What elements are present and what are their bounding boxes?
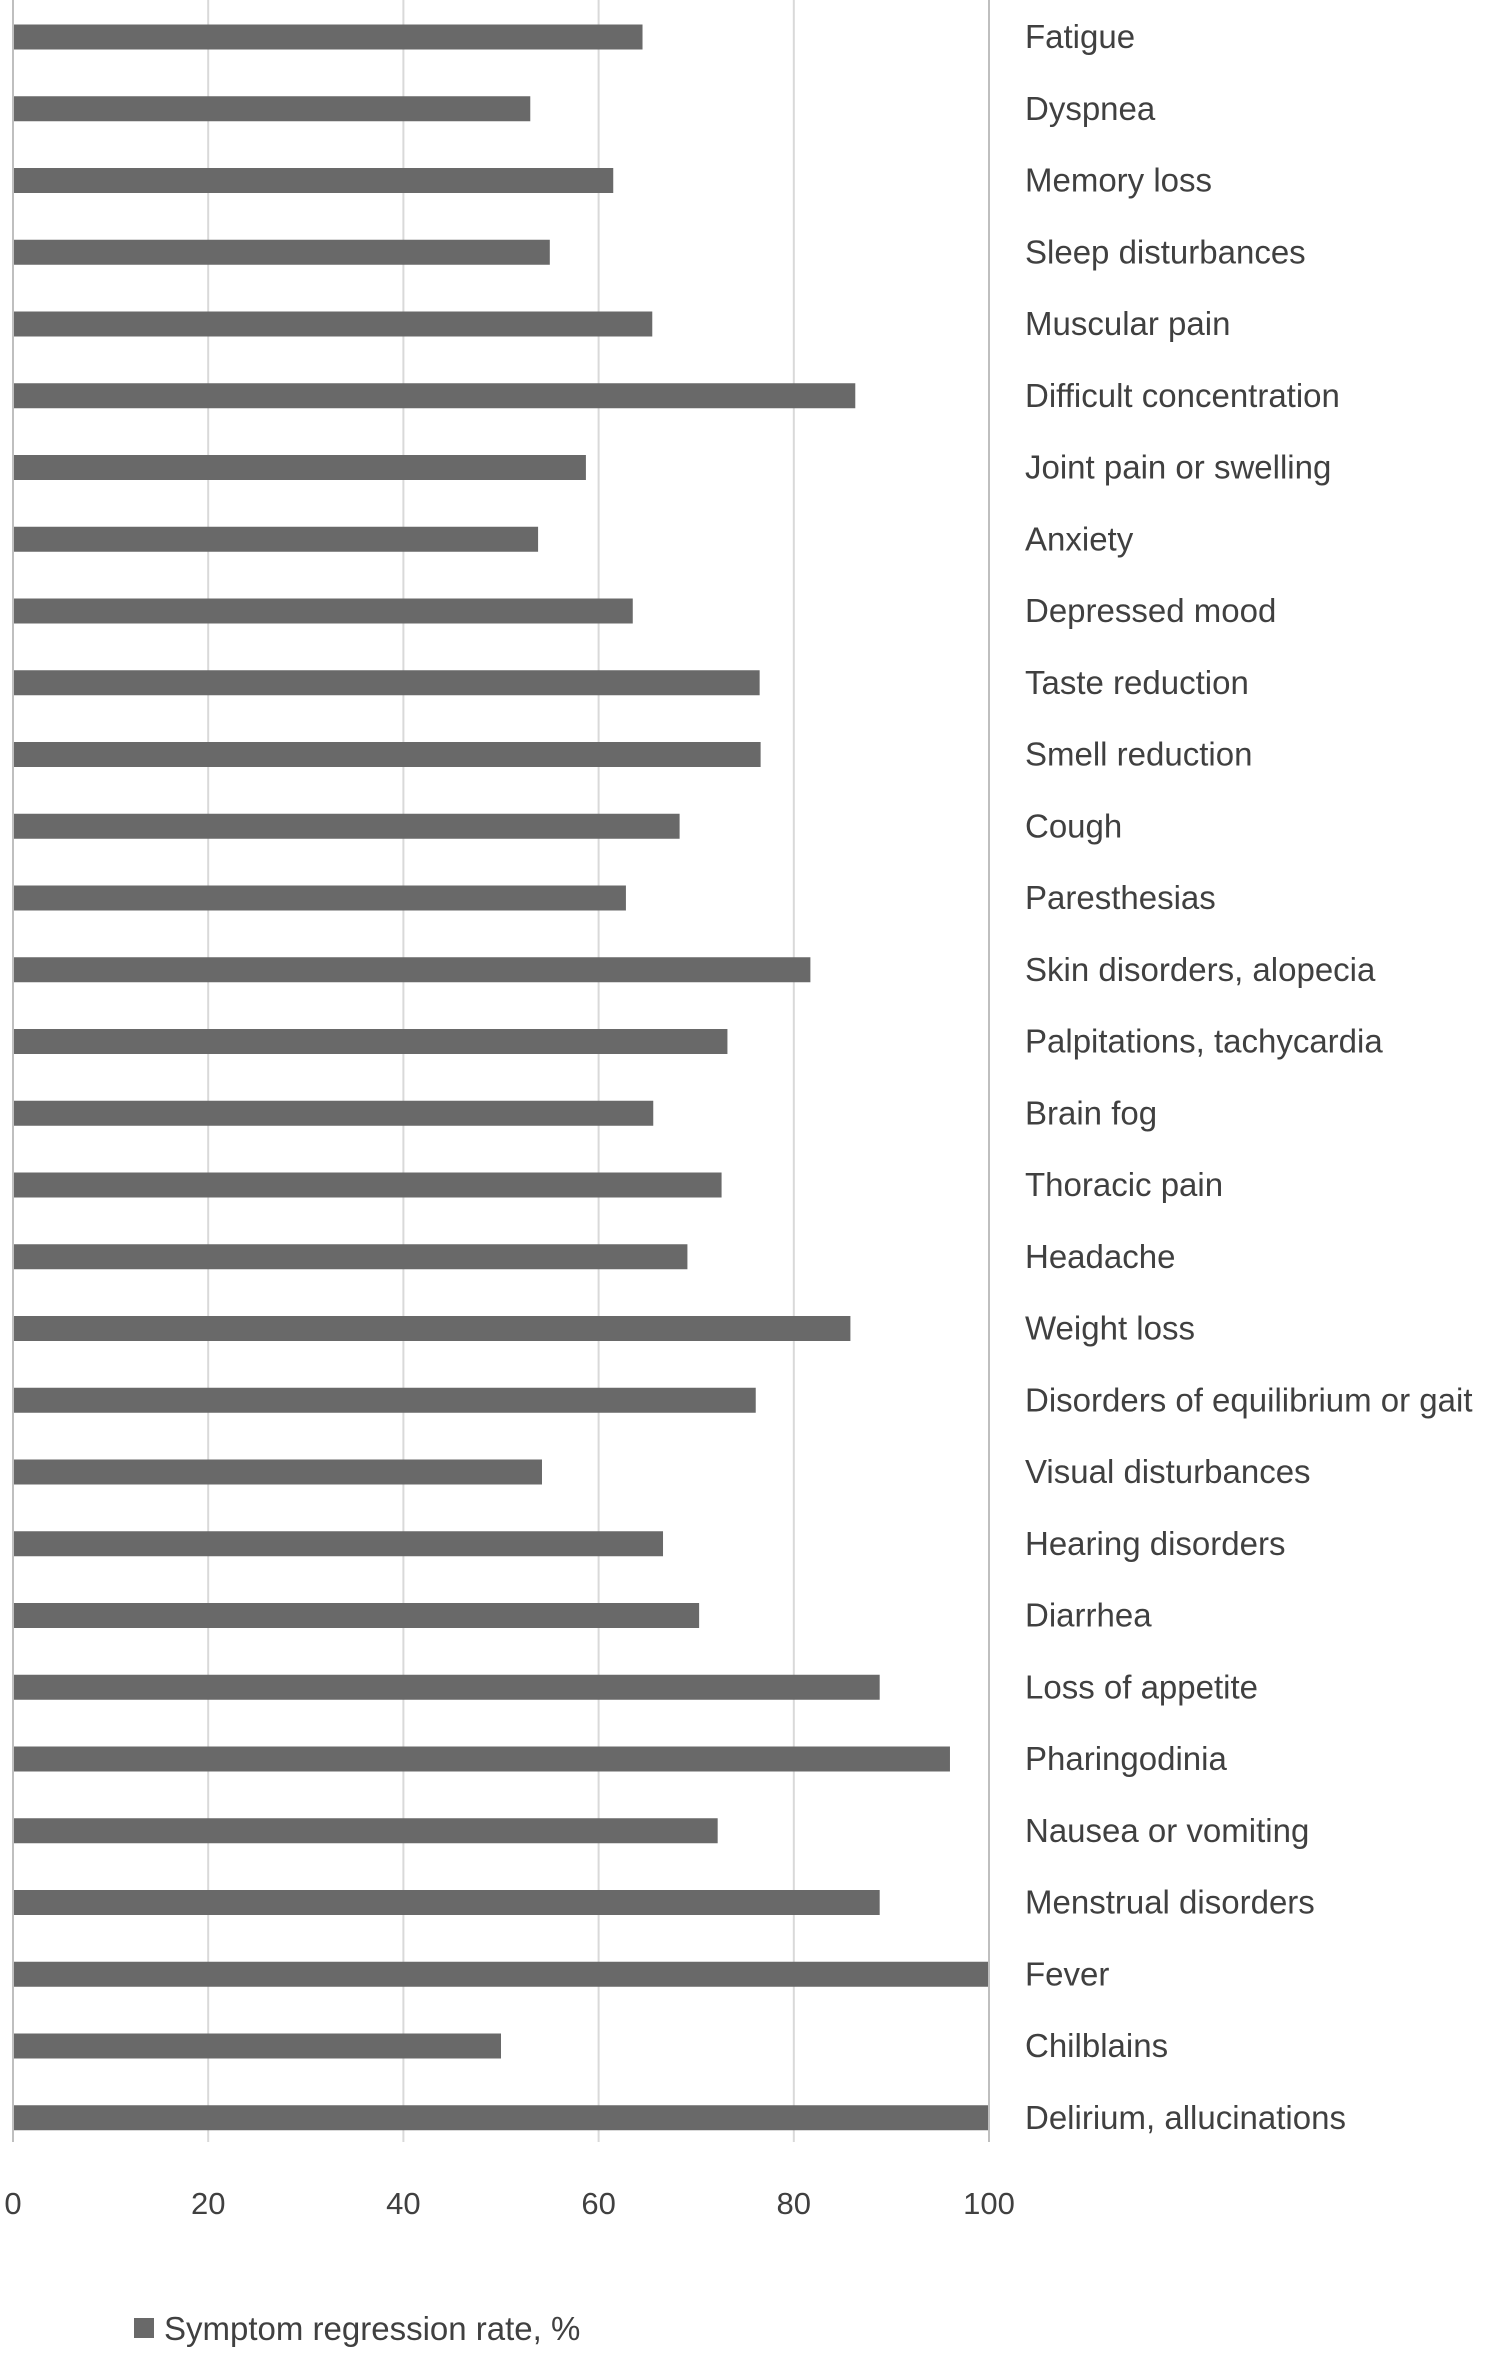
bar-4 [13, 311, 653, 337]
bar-15 [13, 1100, 654, 1126]
category-label-24: Pharingodinia [1025, 1740, 1227, 1777]
bar-21 [13, 1531, 664, 1557]
x-tick-60: 60 [581, 2186, 615, 2221]
legend-swatch [134, 2318, 154, 2338]
bar-5 [13, 383, 856, 409]
x-tick-20: 20 [191, 2186, 225, 2221]
bar-8 [13, 598, 633, 624]
category-label-19: Disorders of equilibrium or gait [1025, 1381, 1473, 1418]
category-label-10: Smell reduction [1025, 736, 1252, 773]
category-labels: Fatigue Dyspnea Memory loss Sleep disturban… [1025, 18, 1473, 2136]
bar-24 [13, 1746, 950, 1772]
bar-26 [13, 1890, 880, 1915]
category-label-3: Sleep disturbances [1025, 233, 1306, 270]
bar-3 [13, 239, 550, 265]
category-label-18: Weight loss [1025, 1310, 1195, 1347]
bar-17 [13, 1244, 688, 1270]
category-label-2: Memory loss [1025, 162, 1212, 199]
category-label-6: Joint pain or swelling [1025, 449, 1331, 486]
legend: Symptom regression rate, % [134, 2310, 580, 2347]
category-label-21: Hearing disorders [1025, 1525, 1285, 1562]
category-label-12: Paresthesias [1025, 879, 1216, 916]
category-label-28: Chilblains [1025, 2027, 1168, 2064]
axes [12, 0, 990, 2142]
bars [13, 24, 989, 2131]
category-label-14: Palpitations, tachycardia [1025, 1023, 1383, 1060]
category-label-15: Brain fog [1025, 1094, 1157, 1131]
x-tick-100: 100 [963, 2186, 1015, 2221]
bar-9 [13, 670, 760, 696]
category-label-8: Depressed mood [1025, 592, 1276, 629]
bar-13 [13, 957, 811, 983]
bar-2 [13, 168, 614, 193]
bar-27 [13, 1961, 989, 1987]
bar-20 [13, 1459, 542, 1485]
bar-18 [13, 1316, 851, 1341]
category-label-5: Difficult concentration [1025, 377, 1340, 414]
category-label-7: Anxiety [1025, 520, 1134, 557]
x-tick-80: 80 [777, 2186, 811, 2221]
bar-7 [13, 526, 539, 552]
bar-0 [13, 24, 643, 50]
bar-25 [13, 1818, 718, 1844]
category-label-29: Delirium, allucinations [1025, 2099, 1346, 2136]
bar-29 [13, 2105, 989, 2131]
category-label-20: Visual disturbances [1025, 1453, 1311, 1490]
grid-lines [207, 0, 795, 2142]
x-tick-40: 40 [386, 2186, 420, 2221]
category-label-25: Nausea or vomiting [1025, 1812, 1309, 1849]
category-label-23: Loss of appetite [1025, 1668, 1258, 1705]
category-label-1: Dyspnea [1025, 90, 1156, 127]
bar-11 [13, 813, 680, 839]
category-label-17: Headache [1025, 1238, 1175, 1275]
category-label-0: Fatigue [1025, 18, 1135, 55]
category-label-11: Cough [1025, 807, 1122, 844]
category-label-16: Thoracic pain [1025, 1166, 1223, 1203]
bar-22 [13, 1603, 700, 1628]
x-tick-0: 0 [4, 2186, 21, 2221]
legend-label: Symptom regression rate, % [164, 2310, 580, 2347]
bar-28 [13, 2033, 501, 2059]
category-label-27: Fever [1025, 1955, 1109, 1992]
bar-6 [13, 455, 586, 480]
bar-19 [13, 1387, 756, 1413]
bar-10 [13, 742, 761, 767]
category-label-26: Menstrual disorders [1025, 1884, 1315, 1921]
bar-23 [13, 1674, 880, 1700]
bar-16 [13, 1172, 722, 1198]
bar-1 [13, 96, 531, 122]
category-label-13: Skin disorders, alopecia [1025, 951, 1376, 988]
category-label-22: Diarrhea [1025, 1597, 1152, 1634]
bar-14 [13, 1029, 728, 1054]
x-tick-labels: 0 20 40 60 80 100 [4, 2186, 1014, 2221]
category-label-9: Taste reduction [1025, 664, 1249, 701]
bar-12 [13, 885, 626, 911]
category-label-4: Muscular pain [1025, 305, 1230, 342]
